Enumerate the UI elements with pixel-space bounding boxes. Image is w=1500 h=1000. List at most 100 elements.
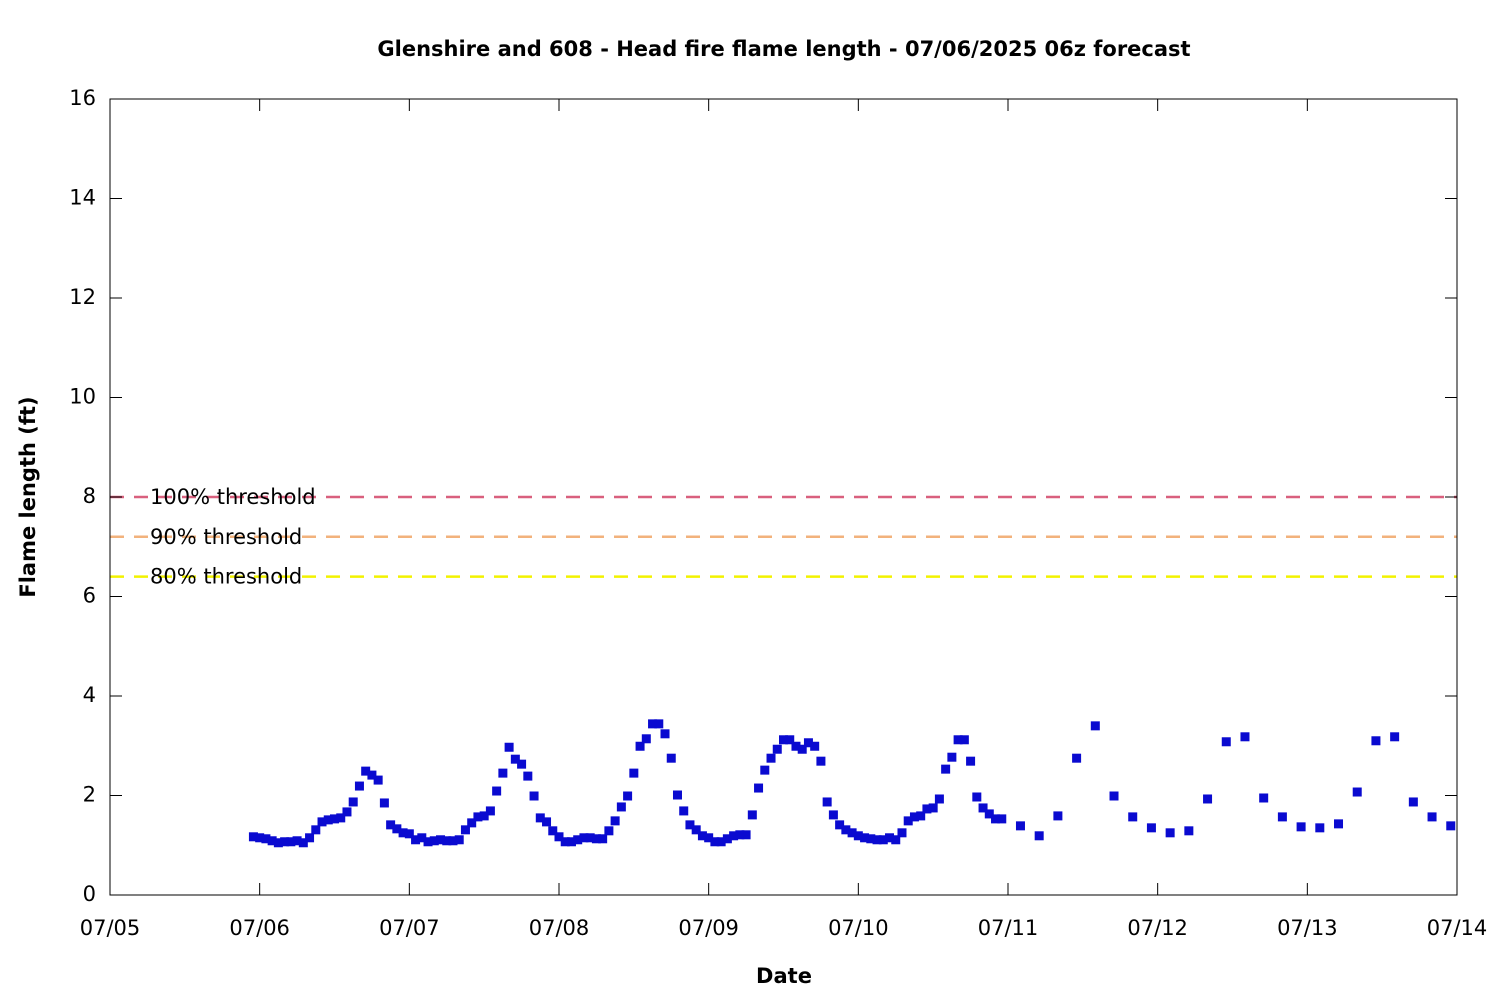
data-point: [828, 810, 838, 820]
data-point: [903, 816, 913, 826]
data-point: [517, 759, 527, 769]
data-point: [779, 735, 788, 745]
data-point: [286, 837, 296, 847]
chart-title: Glenshire and 608 - Head fire flame leng…: [377, 37, 1190, 61]
data-point: [510, 754, 520, 764]
data-point: [523, 771, 533, 781]
data-point: [454, 835, 464, 845]
data-point: [1352, 787, 1362, 797]
data-point: [972, 792, 982, 802]
data-point: [386, 820, 396, 830]
data-point: [785, 735, 795, 745]
data-point: [822, 797, 832, 807]
data-point: [498, 768, 508, 778]
data-point: [716, 837, 726, 847]
x-tick-label: 07/07: [379, 916, 440, 940]
data-point: [479, 811, 489, 821]
data-point: [654, 719, 664, 729]
x-tick-label: 07/08: [529, 916, 590, 940]
data-point: [735, 830, 745, 840]
y-tick-label: 0: [83, 882, 96, 906]
data-point: [641, 734, 651, 744]
data-point: [916, 811, 926, 821]
data-point: [542, 817, 552, 827]
y-tick-label: 2: [83, 783, 96, 807]
y-tick-label: 12: [69, 285, 96, 309]
data-point: [280, 837, 290, 847]
y-tick-label: 6: [83, 584, 96, 608]
data-point: [485, 806, 495, 816]
data-point: [248, 832, 258, 842]
data-point: [261, 834, 271, 844]
data-point: [448, 836, 458, 846]
data-point: [411, 835, 421, 845]
data-point: [959, 735, 969, 745]
data-point: [878, 835, 888, 845]
data-point: [610, 816, 620, 826]
data-point: [367, 770, 377, 780]
data-point: [872, 835, 882, 845]
y-tick-label: 10: [69, 385, 96, 409]
data-point: [835, 820, 845, 830]
data-point: [1146, 823, 1156, 833]
data-point: [635, 741, 645, 751]
data-point: [548, 826, 558, 836]
data-point: [860, 833, 870, 843]
data-point: [585, 833, 595, 843]
data-point: [305, 833, 315, 843]
data-point: [691, 825, 701, 835]
data-point: [560, 837, 570, 847]
data-point: [292, 836, 302, 846]
y-tick-label: 14: [69, 186, 96, 210]
x-tick-label: 07/05: [80, 916, 141, 940]
data-point: [1221, 737, 1231, 747]
data-point: [336, 813, 346, 823]
data-point: [629, 768, 639, 778]
data-point: [984, 809, 994, 819]
data-point: [616, 802, 626, 812]
data-point: [348, 797, 358, 807]
y-tick-label: 8: [83, 484, 96, 508]
x-tick-label: 07/10: [828, 916, 889, 940]
data-point: [816, 756, 826, 766]
data-point: [467, 818, 477, 828]
data-point: [1390, 732, 1400, 742]
data-point: [1184, 826, 1194, 836]
data-point: [741, 830, 751, 840]
data-point: [1296, 822, 1306, 832]
data-point: [722, 834, 732, 844]
y-tick-label: 16: [69, 86, 96, 110]
data-point: [1259, 793, 1269, 803]
data-point: [442, 836, 452, 846]
data-point: [529, 791, 539, 801]
data-point: [666, 753, 676, 763]
data-point: [623, 791, 633, 801]
data-point: [772, 744, 782, 754]
data-point: [754, 783, 764, 793]
data-point: [853, 831, 863, 841]
data-point: [1371, 736, 1381, 746]
data-point: [1277, 812, 1287, 822]
data-point: [404, 829, 414, 839]
data-point: [361, 766, 371, 776]
data-point: [379, 798, 389, 808]
data-point: [535, 813, 545, 823]
data-point: [697, 831, 707, 841]
x-axis-label: Date: [756, 964, 812, 988]
data-point: [1446, 821, 1456, 831]
data-point: [648, 719, 658, 729]
data-point: [810, 741, 820, 751]
threshold-label: 80% threshold: [150, 565, 302, 589]
data-point: [685, 820, 695, 830]
data-point: [492, 786, 502, 796]
x-tick-label: 07/12: [1127, 916, 1188, 940]
data-point: [591, 834, 601, 844]
data-point: [891, 835, 901, 845]
data-point: [704, 833, 714, 843]
data-point: [298, 838, 308, 848]
data-point: [429, 836, 439, 846]
y-tick-label: 4: [83, 683, 96, 707]
data-point: [554, 832, 564, 842]
data-point: [255, 833, 265, 843]
